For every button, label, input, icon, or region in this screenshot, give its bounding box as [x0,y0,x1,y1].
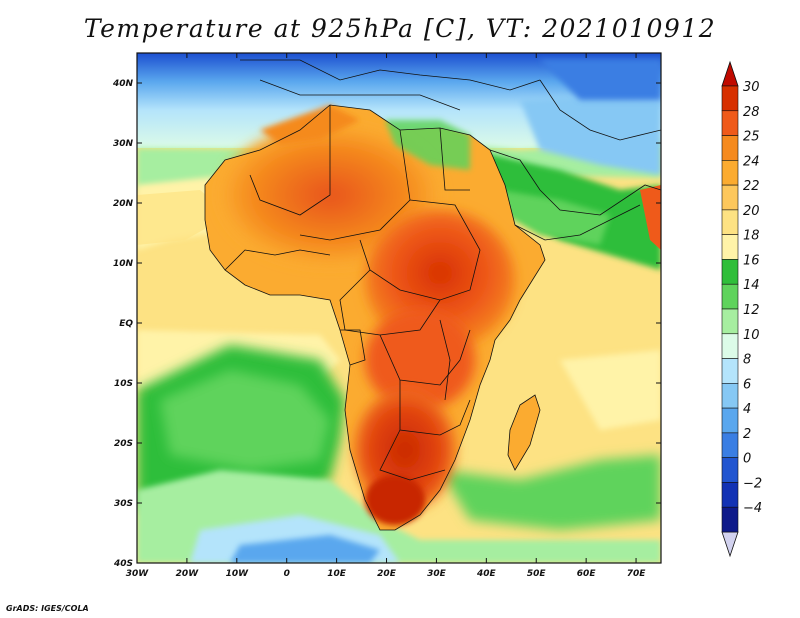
colorbar-swatch [721,135,739,161]
colorbar-label: −2 [743,476,762,491]
colorbar-swatch [721,110,739,136]
colorbar-swatch [721,333,739,359]
colorbar-label: 22 [743,179,760,194]
colorbar-label: 30 [743,80,760,95]
colorbar-swatch [721,209,739,235]
colorbar-label: 28 [743,105,760,120]
lon-tick-label: 60E [577,569,597,579]
longitude-axis: 30W 20W 10W 0 10E 20E 30E 40E 50E 60E 70E [126,53,646,579]
colorbar-label: 12 [743,303,760,318]
lon-tick-label: 10E [327,569,347,579]
latitude-axis: 40N 30N 20N 10N EQ 10S 20S 30S 40S [112,79,661,569]
colorbar-swatch [721,234,739,260]
lon-tick-label: 70E [627,569,647,579]
colorbar-label: 6 [743,377,751,392]
lat-tick-label: 20S [114,439,133,449]
colorbar-label: 0 [743,452,751,467]
colorbar-label: −4 [743,501,762,516]
colorbar-swatch [721,432,739,458]
colorbar-label: 24 [743,154,760,169]
lon-tick-label: 30W [126,569,150,579]
lon-tick-label: 20E [377,569,397,579]
colorbar-swatch [721,358,739,384]
colorbar-swatch [721,407,739,434]
colorbar-label: 25 [743,130,760,145]
colorbar-swatch [721,184,739,211]
colorbar-label: 8 [743,353,751,368]
colorbar-swatch [721,160,739,186]
colorbar-swatch [721,308,739,335]
lat-tick-label: 30S [114,499,133,509]
colorbar-swatch [721,383,739,409]
lon-tick-label: 20W [176,569,200,579]
colorbar-over-triangle [721,60,739,87]
lat-tick-label: 40S [113,559,133,569]
colorbar-label: 14 [743,278,760,293]
colorbar-label: 2 [743,427,751,442]
colorbar-under-triangle [721,531,739,558]
lat-tick-label: 30N [113,139,134,149]
lat-tick-label: 10N [113,259,134,269]
colorbar-swatch [721,506,739,533]
lon-tick-label: 0 [284,569,290,579]
lon-tick-label: 30E [427,569,447,579]
temperature-field [137,53,661,563]
lon-tick-label: 10W [226,569,250,579]
colorbar-swatch [721,283,739,310]
lat-tick-label: EQ [119,319,133,329]
colorbar-label: 20 [743,204,760,219]
colorbar-swatch [721,259,739,285]
grads-credit: GrADS: IGES/COLA [6,604,89,613]
lat-tick-label: 20N [113,199,134,209]
colorbar-swatch [721,457,739,483]
lon-tick-label: 50E [527,569,547,579]
lat-tick-label: 40N [112,79,134,89]
map-frame [136,52,662,564]
colorbar-label: 16 [743,253,760,268]
colorbar-swatch [721,482,739,508]
coastlines [204,59,661,531]
colorbar-label: 10 [743,328,760,343]
lon-tick-label: 40E [476,569,497,579]
map-title: Temperature at 925hPa [C], VT: 202101091… [83,14,717,43]
colorbar-swatch [721,85,739,112]
lat-tick-label: 10S [114,379,133,389]
colorbar-label: 4 [743,402,751,417]
colorbar-label: 18 [743,229,760,244]
